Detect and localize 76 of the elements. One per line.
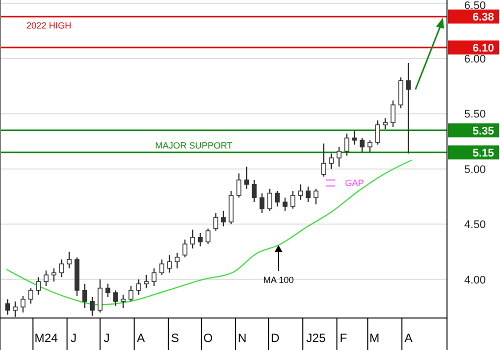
- candlestick: [167, 254, 172, 274]
- ref-line-label: 6.38: [472, 12, 494, 24]
- y-tick-label: 5.50: [464, 108, 486, 121]
- x-tick-label: S: [170, 331, 180, 345]
- candlestick: [51, 268, 56, 282]
- x-tick-label: F: [340, 331, 348, 345]
- ref-line-label: 5.15: [472, 147, 494, 160]
- annotation: MA 100: [263, 275, 294, 286]
- candlestick: [44, 270, 49, 287]
- candlestick: [406, 62, 411, 154]
- y-tick-label: 4.50: [464, 219, 486, 232]
- y-tick-label: 4.00: [464, 274, 486, 286]
- candlestick: [120, 294, 126, 309]
- x-tick-label: J: [104, 331, 110, 345]
- candlestick: [136, 278, 142, 296]
- candlestick: [352, 130, 357, 146]
- x-tick-label: M: [369, 331, 380, 345]
- x-tick-label: J: [70, 331, 77, 345]
- candlestick: [236, 172, 242, 198]
- candlestick: [36, 276, 41, 296]
- candlestick: [260, 192, 264, 214]
- candlestick: [306, 186, 311, 203]
- annotation: 2022 HIGH: [26, 20, 72, 31]
- candlestick: [275, 190, 280, 208]
- candlestick: [159, 258, 164, 276]
- candlestick: [336, 146, 342, 168]
- candlestick: [344, 133, 350, 156]
- candlestick: [198, 232, 203, 247]
- x-tick-label: A: [404, 331, 412, 345]
- candlestick: [252, 179, 257, 203]
- candlestick: [298, 184, 303, 200]
- candlestick: [90, 296, 95, 316]
- candlestick: [152, 268, 156, 287]
- x-tick-label: D: [270, 331, 280, 345]
- y-tick-label: 5.00: [464, 164, 486, 176]
- candlestick: [113, 290, 118, 306]
- annotation: GAP: [345, 178, 364, 188]
- candlestick: [66, 251, 72, 269]
- candlestick: [174, 252, 180, 269]
- annotation: MAJOR SUPPORT: [155, 140, 234, 150]
- candlestick: [59, 258, 64, 278]
- candlestick: [282, 197, 288, 212]
- candlestick: [368, 140, 372, 153]
- x-tick-label: N: [238, 331, 247, 345]
- candlestick: [390, 100, 396, 128]
- candlestick: [213, 212, 218, 232]
- candlestick: [328, 152, 334, 170]
- candlestick: [314, 188, 318, 205]
- x-tick-label: J25: [306, 331, 326, 345]
- candlestick: [360, 137, 365, 153]
- candlestick: [5, 298, 10, 316]
- candlestick: [221, 210, 226, 227]
- candlestick: [375, 120, 380, 146]
- y-tick-label: 6.50: [464, 0, 486, 12]
- x-tick-label: O: [203, 331, 213, 345]
- candlestick: [98, 278, 103, 314]
- candlestick: [12, 300, 18, 318]
- candlestick: [105, 283, 110, 298]
- candlestick: [190, 229, 196, 250]
- candlestick: [144, 274, 149, 289]
- y-tick-label: 6.00: [464, 54, 486, 66]
- x-tick-label: A: [136, 331, 145, 345]
- candlestick: [267, 188, 272, 212]
- candlestick: [206, 228, 210, 245]
- candlestick: [28, 288, 34, 304]
- candlestick: [82, 283, 88, 309]
- candlestick: [290, 190, 296, 210]
- candlestick: [382, 118, 388, 130]
- candlestick: [244, 166, 249, 190]
- ref-line-label: 5.35: [472, 125, 494, 138]
- ref-line-label: 6.10: [472, 42, 494, 54]
- x-tick-label: M24: [34, 331, 58, 345]
- candlestick: [20, 295, 26, 314]
- candlestick: [321, 142, 326, 178]
- candlestick: [182, 239, 188, 258]
- candlestick: [128, 285, 134, 302]
